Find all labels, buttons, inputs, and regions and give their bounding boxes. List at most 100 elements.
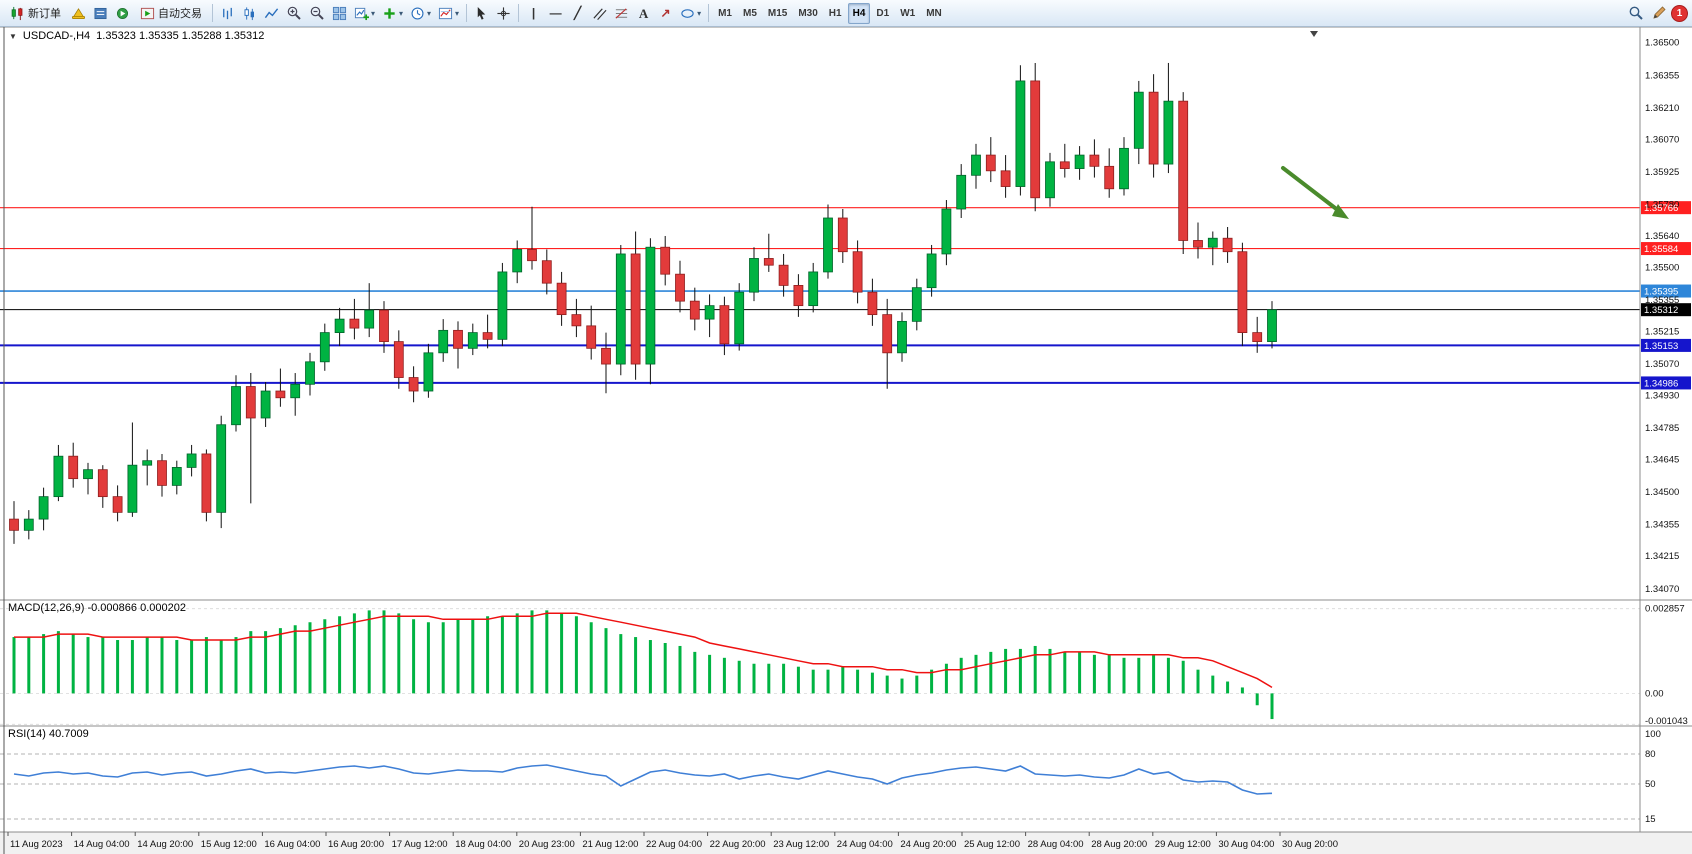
candle-body: [9, 518, 19, 531]
price-axis-label: 1.35640: [1645, 231, 1679, 242]
candle-body: [275, 390, 286, 399]
candle-body: [497, 271, 508, 340]
candle-body: [541, 260, 552, 284]
candle-body: [423, 352, 434, 392]
timeframe-m30-button[interactable]: M30: [793, 3, 822, 24]
candle-body: [852, 251, 863, 293]
tile-windows-button[interactable]: [329, 3, 350, 24]
candle-body: [290, 383, 301, 399]
time-axis-label: 20 Aug 23:00: [519, 839, 575, 850]
periods-button[interactable]: ▾: [407, 3, 434, 24]
timeframe-h4-button[interactable]: H4: [847, 2, 871, 24]
macd-axis-label: -0.001043: [1645, 716, 1688, 727]
notification-badge[interactable]: 1: [1671, 4, 1688, 22]
candle-body: [1089, 154, 1100, 167]
templates-button[interactable]: ▾: [435, 3, 462, 24]
price-badge: [1641, 284, 1691, 298]
candle-body: [1163, 100, 1174, 165]
zoom-in-icon: [287, 6, 301, 20]
candle-body: [305, 361, 315, 385]
candle-body: [660, 246, 671, 275]
vertical-line-icon: |: [531, 6, 536, 20]
chart-dropdown-icon[interactable]: ▼: [9, 31, 17, 41]
new-order-icon: [11, 6, 23, 20]
candle-body: [941, 208, 952, 255]
autotrading-button[interactable]: 自动交易: [134, 3, 208, 24]
new-chart-button[interactable]: ▾: [351, 3, 378, 24]
time-axis-label: 18 Aug 04:00: [455, 839, 511, 850]
candle-body: [719, 305, 730, 345]
horizontal-line-tool-button[interactable]: —: [545, 3, 566, 24]
price-axis-label: 1.36355: [1645, 70, 1679, 81]
line-chart-icon: [264, 7, 279, 18]
market-watch-button[interactable]: [90, 3, 111, 24]
price-badge-label: 1.34986: [1644, 378, 1678, 389]
toolbar-separator: [466, 4, 468, 22]
candle-body: [127, 464, 138, 513]
toolbar-separator: [708, 4, 710, 22]
timeframe-h1-button[interactable]: H1: [824, 3, 847, 24]
price-badge-label: 1.35312: [1644, 305, 1678, 316]
channel-tool-button[interactable]: [589, 3, 610, 24]
trendline-tool-button[interactable]: ╱: [567, 3, 588, 24]
price-badge-label: 1.35584: [1644, 244, 1678, 255]
candle-body: [1267, 309, 1277, 342]
candle-body: [837, 217, 848, 253]
rsi-axis-label: 100: [1645, 729, 1661, 740]
line-chart-mode-button[interactable]: [261, 3, 282, 24]
bar-chart-icon: [223, 7, 232, 19]
candlestick-mode-button[interactable]: [239, 3, 260, 24]
timeframe-m5-button[interactable]: M5: [738, 3, 762, 24]
candle-body: [97, 469, 108, 498]
time-axis-strip: [0, 832, 1692, 854]
crosshair-tool-button[interactable]: [493, 3, 514, 24]
price-axis-label: 1.36210: [1645, 103, 1679, 114]
cursor-tool-button[interactable]: [471, 3, 492, 24]
search-icon: [1629, 6, 1643, 20]
new-order-button[interactable]: 新订单: [4, 3, 67, 24]
candle-body: [556, 282, 567, 316]
candle-body: [1074, 154, 1085, 169]
price-axis-label: 1.34785: [1645, 423, 1679, 434]
rsi-axis-label: 15: [1645, 814, 1656, 825]
edit-button[interactable]: [1648, 3, 1670, 24]
timeframe-w1-button[interactable]: W1: [895, 3, 920, 24]
arrows-tool-button[interactable]: ↗: [655, 3, 676, 24]
horizontal-line-icon: —: [549, 6, 562, 20]
zoom-in-button[interactable]: [283, 3, 305, 24]
candle-body: [1222, 237, 1233, 253]
candle-body: [897, 320, 907, 354]
price-axis-label: 1.34215: [1645, 551, 1679, 562]
expert-advisor-hat-icon: [72, 7, 85, 19]
candle-body: [364, 309, 375, 329]
candle-body: [985, 154, 996, 172]
vertical-line-tool-button[interactable]: |: [523, 3, 544, 24]
search-button[interactable]: [1625, 3, 1647, 24]
bar-chart-mode-button[interactable]: [217, 3, 238, 24]
candle-body: [704, 305, 715, 320]
fibonacci-tool-button[interactable]: [611, 3, 632, 24]
trend-arrow-annotation[interactable]: [1281, 166, 1349, 219]
timeframe-m15-button[interactable]: M15: [763, 3, 792, 24]
candle-body: [467, 332, 478, 349]
zoom-out-button[interactable]: [306, 3, 328, 24]
timeframe-m1-button[interactable]: M1: [713, 3, 737, 24]
timeframe-mn-button[interactable]: MN: [921, 3, 947, 24]
candle-body: [926, 253, 937, 289]
shapes-tool-button[interactable]: ▾: [677, 3, 704, 24]
timeframe-d1-button[interactable]: D1: [871, 3, 894, 24]
candle-body: [911, 287, 922, 322]
candle-body: [645, 246, 656, 365]
candle-body: [689, 300, 700, 320]
text-tool-button[interactable]: A: [633, 3, 654, 24]
navigator-button[interactable]: [112, 3, 133, 24]
expert-advisors-button[interactable]: [68, 3, 89, 24]
time-axis-label: 28 Aug 20:00: [1091, 839, 1147, 850]
candle-body: [1178, 100, 1189, 241]
shift-marker-icon[interactable]: [1310, 31, 1318, 37]
candle-body: [186, 453, 197, 468]
add-indicator-button[interactable]: ▾: [379, 3, 406, 24]
rsi-axis-label: 50: [1645, 779, 1656, 790]
candle-body: [319, 332, 330, 363]
time-axis-label: 22 Aug 04:00: [646, 839, 702, 850]
